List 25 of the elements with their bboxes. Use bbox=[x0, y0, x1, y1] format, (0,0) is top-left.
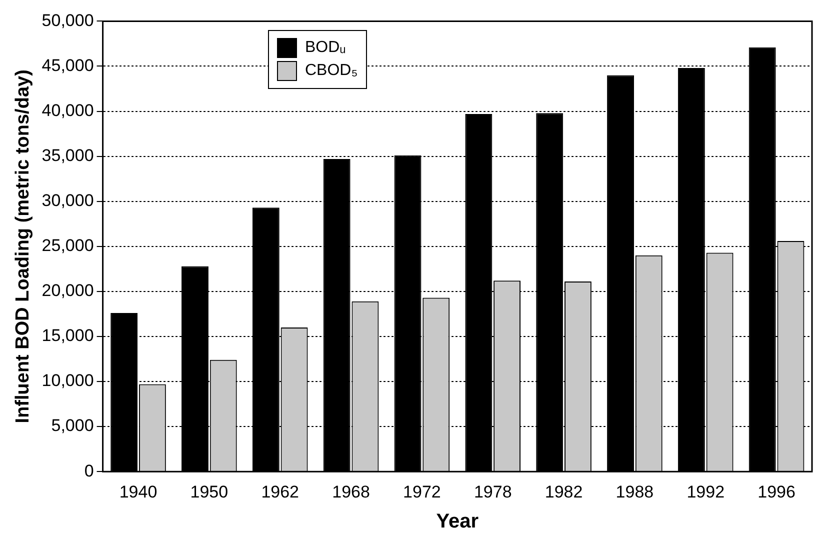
y-tick-label: 45,000 bbox=[42, 56, 94, 75]
legend-label: BODᵤ bbox=[305, 39, 346, 57]
y-axis-title: Influent BOD Loading (metric tons/day) bbox=[12, 70, 34, 424]
legend-label: CBOD₅ bbox=[305, 62, 358, 80]
x-tick-label: 1988 bbox=[616, 482, 654, 502]
x-tick-label: 1968 bbox=[332, 482, 370, 502]
x-tick-label: 1940 bbox=[119, 482, 158, 502]
x-tick-label: 1972 bbox=[403, 482, 441, 502]
x-axis-title: Year bbox=[436, 510, 479, 533]
x-tick-label: 1962 bbox=[261, 482, 300, 502]
x-tick-label: 1978 bbox=[474, 482, 512, 502]
y-tick-label: 50,000 bbox=[42, 10, 94, 30]
y-tick-label: 35,000 bbox=[42, 146, 94, 166]
y-tick-label: 10,000 bbox=[42, 371, 94, 390]
y-tick-label: 40,000 bbox=[42, 100, 94, 120]
x-tick-label: 1982 bbox=[544, 482, 583, 502]
y-tick-label: 20,000 bbox=[42, 281, 94, 300]
x-tick-label: 1996 bbox=[758, 482, 796, 502]
x-tick-label: 1992 bbox=[686, 482, 725, 502]
x-tick-label: 1950 bbox=[190, 482, 228, 502]
y-tick-label: 30,000 bbox=[42, 191, 94, 210]
y-tick-label: 5,000 bbox=[51, 416, 94, 436]
y-tick-label: 25,000 bbox=[42, 236, 94, 256]
y-tick-label: 15,000 bbox=[42, 326, 94, 346]
y-tick-label: 0 bbox=[84, 461, 94, 480]
